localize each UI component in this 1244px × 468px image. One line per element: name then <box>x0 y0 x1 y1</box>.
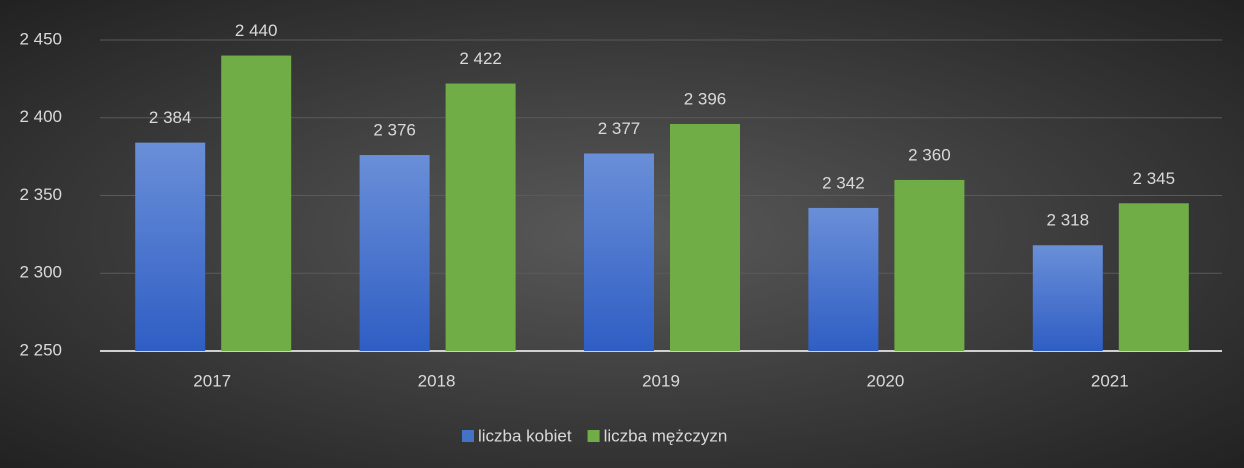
bar <box>359 155 430 351</box>
data-label: 2 345 <box>1133 169 1176 188</box>
bar <box>135 142 206 351</box>
y-tick-label: 2 300 <box>19 263 62 282</box>
bar <box>894 179 965 351</box>
x-tick-label: 2021 <box>1091 371 1129 390</box>
data-label: 2 376 <box>373 121 416 140</box>
y-tick-label: 2 250 <box>19 340 62 359</box>
bar <box>808 207 879 351</box>
bar <box>221 55 292 352</box>
data-label: 2 384 <box>149 108 192 127</box>
bar <box>1118 203 1189 351</box>
x-tick-label: 2018 <box>418 371 456 390</box>
legend-label: liczba mężczyzn <box>604 426 728 445</box>
legend-swatch <box>462 430 474 442</box>
bar <box>670 123 740 351</box>
data-label: 2 377 <box>598 119 641 138</box>
bar <box>445 83 516 351</box>
data-label: 2 440 <box>235 21 278 40</box>
data-label: 2 318 <box>1047 211 1090 230</box>
data-label: 2 396 <box>684 89 727 108</box>
x-tick-label: 2017 <box>193 371 231 390</box>
bar <box>1032 245 1103 351</box>
y-tick-label: 2 450 <box>19 29 62 48</box>
y-tick-label: 2 350 <box>19 185 62 204</box>
data-label: 2 422 <box>459 49 502 68</box>
data-label: 2 360 <box>908 145 951 164</box>
y-tick-label: 2 400 <box>19 107 62 126</box>
x-tick-label: 2020 <box>866 371 904 390</box>
legend-swatch <box>587 430 600 442</box>
bar <box>584 153 654 351</box>
x-tick-label: 2019 <box>642 371 680 390</box>
data-label: 2 342 <box>822 173 865 192</box>
legend-label: liczba kobiet <box>478 426 572 445</box>
